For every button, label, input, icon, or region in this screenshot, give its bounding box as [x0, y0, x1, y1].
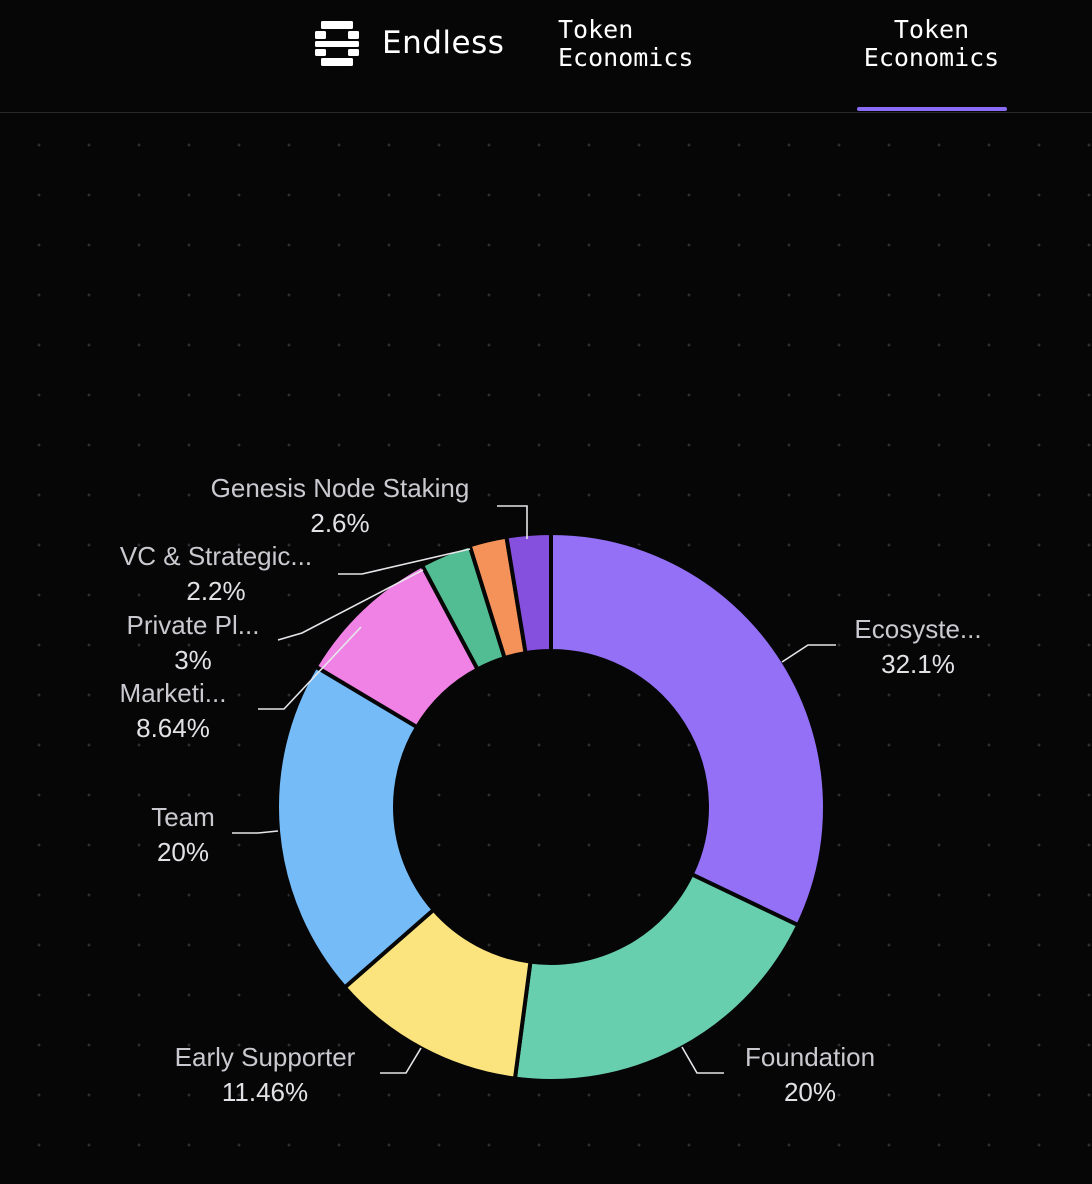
label-leader-line-2 [380, 1047, 422, 1074]
nav-label-line1: Token [893, 15, 970, 44]
slice-label-1: Foundation [745, 1042, 875, 1072]
slice-label-7: Genesis Node Staking [211, 473, 470, 503]
donut-slice-1[interactable] [512, 872, 801, 1083]
donut-slice-0[interactable] [549, 531, 827, 928]
slice-value-2: 11.46% [222, 1077, 308, 1107]
label-leader-line-1 [681, 1046, 724, 1074]
label-leader-line-6 [338, 548, 471, 575]
nav-token-economics-active[interactable]: Token Economics [856, 16, 1007, 72]
slice-label-6: VC & Strategic... [120, 541, 312, 571]
slice-value-3: 20% [157, 837, 209, 867]
nav-label-line2: Economics [863, 43, 1000, 72]
brand-name: Endless [382, 25, 505, 61]
slice-label-3: Team [151, 802, 215, 832]
nav-label-line2: Economics [558, 43, 694, 72]
active-tab-indicator [857, 107, 1007, 111]
label-leader-line-7 [497, 505, 528, 539]
nav-token-economics[interactable]: Token Economics [558, 16, 693, 72]
label-leader-line-4 [258, 626, 362, 710]
brand-logo[interactable]: Endless [312, 18, 504, 68]
slice-value-1: 20% [784, 1077, 836, 1107]
label-leader-line-0 [781, 644, 836, 663]
slice-label-0: Ecosyste... [854, 614, 981, 644]
donut-slice-3[interactable] [275, 664, 436, 990]
nav-label-line1: Token [558, 15, 634, 44]
label-leader-line-3 [232, 830, 279, 834]
slice-label-4: Marketi... [120, 678, 227, 708]
endless-logo-icon [315, 21, 359, 66]
slice-value-5: 3% [174, 645, 212, 675]
slice-label-5: Private Pl... [127, 610, 260, 640]
label-leader-line-5 [277, 569, 424, 641]
slice-value-6: 2.2% [186, 576, 245, 606]
slice-label-2: Early Supporter [175, 1042, 356, 1072]
slice-value-0: 32.1% [881, 649, 955, 679]
slice-value-4: 8.64% [136, 713, 210, 743]
donut-slice-7[interactable] [504, 531, 553, 656]
top-navigation-bar: Endless Token Economics Token Economics [0, 0, 1092, 113]
slice-value-7: 2.6% [310, 508, 369, 538]
